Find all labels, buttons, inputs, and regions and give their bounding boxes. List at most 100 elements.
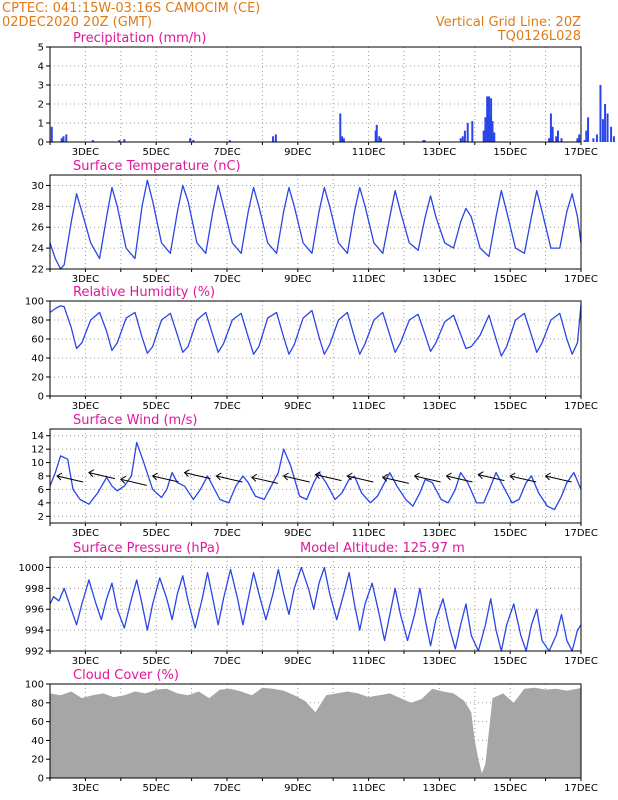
temp-ytick-label: 30 [31, 181, 44, 192]
precip-bar [459, 138, 462, 142]
precip-panel: Precipitation (mm/h) 0 1 2 3 4 5 3DEC 5DEC 7DEC 9D… [38, 31, 615, 158]
wind-arrow-shaft [347, 475, 374, 483]
press-xtick-label: 9DEC [284, 656, 311, 667]
precip-bar [583, 140, 586, 142]
precip-bar [555, 136, 558, 142]
cloud-xtick-label: 3DEC [72, 783, 99, 794]
cloud-xtick-label: 11DEC [352, 783, 386, 794]
precip-bar [341, 136, 344, 142]
cloud-panel: Cloud Cover (%) 0 20 40 60 80 100 3DEC 5DEC 7DEC 9… [25, 668, 598, 794]
precip-bar [482, 130, 485, 142]
wind-ytick-label: 8 [38, 472, 44, 483]
wind-arrow-head [282, 472, 289, 481]
cloud-xtick-label: 7DEC [213, 783, 240, 794]
precip-bar [556, 130, 559, 142]
press-annotation: Model Altitude: 125.97 m [300, 541, 465, 556]
wind-arrow-shaft [315, 474, 342, 482]
wind-ytick-label: 12 [31, 445, 44, 456]
precip-bar [91, 140, 94, 142]
wind-arrow-head [88, 469, 95, 477]
precip-bar [272, 136, 275, 142]
temp-xtick-label: 13DEC [423, 274, 457, 285]
wind-series-line [49, 441, 582, 511]
press-series-line [49, 566, 582, 652]
precip-frame [49, 46, 582, 143]
wind-ytick-label: 14 [31, 431, 44, 442]
wind-xtick-label: 15DEC [493, 528, 527, 539]
wind-arrow-head [56, 472, 63, 481]
wind-arrow-head [381, 473, 389, 482]
precip-bar [461, 136, 464, 142]
press-xtick-label: 7DEC [213, 656, 240, 667]
wind-arrow-head [413, 472, 420, 481]
wind-ytick-label: 4 [38, 498, 44, 509]
precip-bar [118, 140, 121, 142]
wind-xtick-label: 11DEC [352, 528, 386, 539]
wind-arrow-shaft [184, 472, 211, 480]
precip-bar [471, 121, 474, 142]
rh-ytick-label: 100 [25, 297, 44, 308]
precip-bar [342, 138, 345, 142]
wind-arrow-shaft [414, 475, 441, 483]
precip-bar [192, 140, 195, 142]
precip-bar [189, 138, 192, 142]
precip-bar [463, 130, 466, 142]
precip-bar [123, 139, 126, 142]
rh-xtick-label: 17DEC [564, 401, 598, 412]
rh-ytick-label: 60 [31, 335, 44, 346]
precip-bar [374, 130, 377, 142]
cloud-xtick-label: 13DEC [423, 783, 457, 794]
precip-bar [548, 138, 551, 142]
precip-bar [423, 140, 426, 142]
precip-ytick-label: 2 [38, 100, 44, 111]
temp-ytick-label: 22 [31, 265, 44, 276]
temp-xtick-label: 17DEC [564, 274, 598, 285]
precip-bar [604, 104, 607, 142]
cloud-frame [49, 683, 582, 779]
cloud-area [50, 687, 581, 778]
wind-xtick-label: 9DEC [284, 528, 311, 539]
precip-bar [493, 132, 496, 142]
wind-ytick-label: 10 [31, 458, 44, 469]
wind-frame [49, 428, 582, 524]
wind-arrow-head [215, 472, 222, 481]
rh-xtick-label: 13DEC [423, 401, 457, 412]
temp-xtick-label: 11DEC [352, 274, 386, 285]
temp-xtick-label: 15DEC [493, 274, 527, 285]
rh-xtick-label: 9DEC [284, 401, 311, 412]
precip-bar [486, 96, 489, 142]
rh-xtick-label: 3DEC [72, 401, 99, 412]
wind-arrow-shaft [88, 472, 116, 480]
wind-arrow-head [346, 472, 353, 481]
rh-xtick-label: 15DEC [493, 401, 527, 412]
wind-ytick-label: 6 [38, 485, 44, 496]
temp-frame [49, 174, 582, 270]
cloud-ytick-label: 20 [31, 755, 44, 766]
precip-bar [601, 119, 604, 142]
temp-ytick-label: 24 [31, 244, 44, 255]
rh-ytick-label: 80 [31, 316, 44, 327]
wind-arrow-head [509, 472, 516, 481]
precip-bar [587, 117, 590, 142]
precip-bar [378, 136, 381, 142]
header-model-id: TQ0126L028 [497, 29, 581, 44]
precip-bar [484, 117, 487, 142]
wind-xtick-label: 3DEC [72, 528, 99, 539]
temp-ytick-label: 28 [31, 202, 44, 213]
precip-bar [551, 126, 554, 142]
precip-xtick-label: 7DEC [213, 147, 240, 158]
wind-arrow-head [183, 469, 190, 477]
header-station-info: CPTEC: 041:15W-03:16S CAMOCIM (CE) [2, 1, 260, 16]
wind-arrow-shaft [545, 475, 572, 483]
wind-xtick-label: 7DEC [213, 528, 240, 539]
cloud-ytick-label: 80 [31, 698, 44, 709]
press-xtick-label: 3DEC [72, 656, 99, 667]
rh-series-line [49, 304, 582, 357]
temp-xtick-label: 7DEC [213, 274, 240, 285]
precip-bar [585, 130, 588, 142]
rh-ytick-label: 0 [38, 392, 44, 403]
wind-arrow-head [151, 472, 158, 481]
precip-bar [606, 113, 609, 142]
precip-ytick-label: 1 [38, 119, 44, 130]
wind-title: Surface Wind (m/s) [73, 413, 197, 428]
